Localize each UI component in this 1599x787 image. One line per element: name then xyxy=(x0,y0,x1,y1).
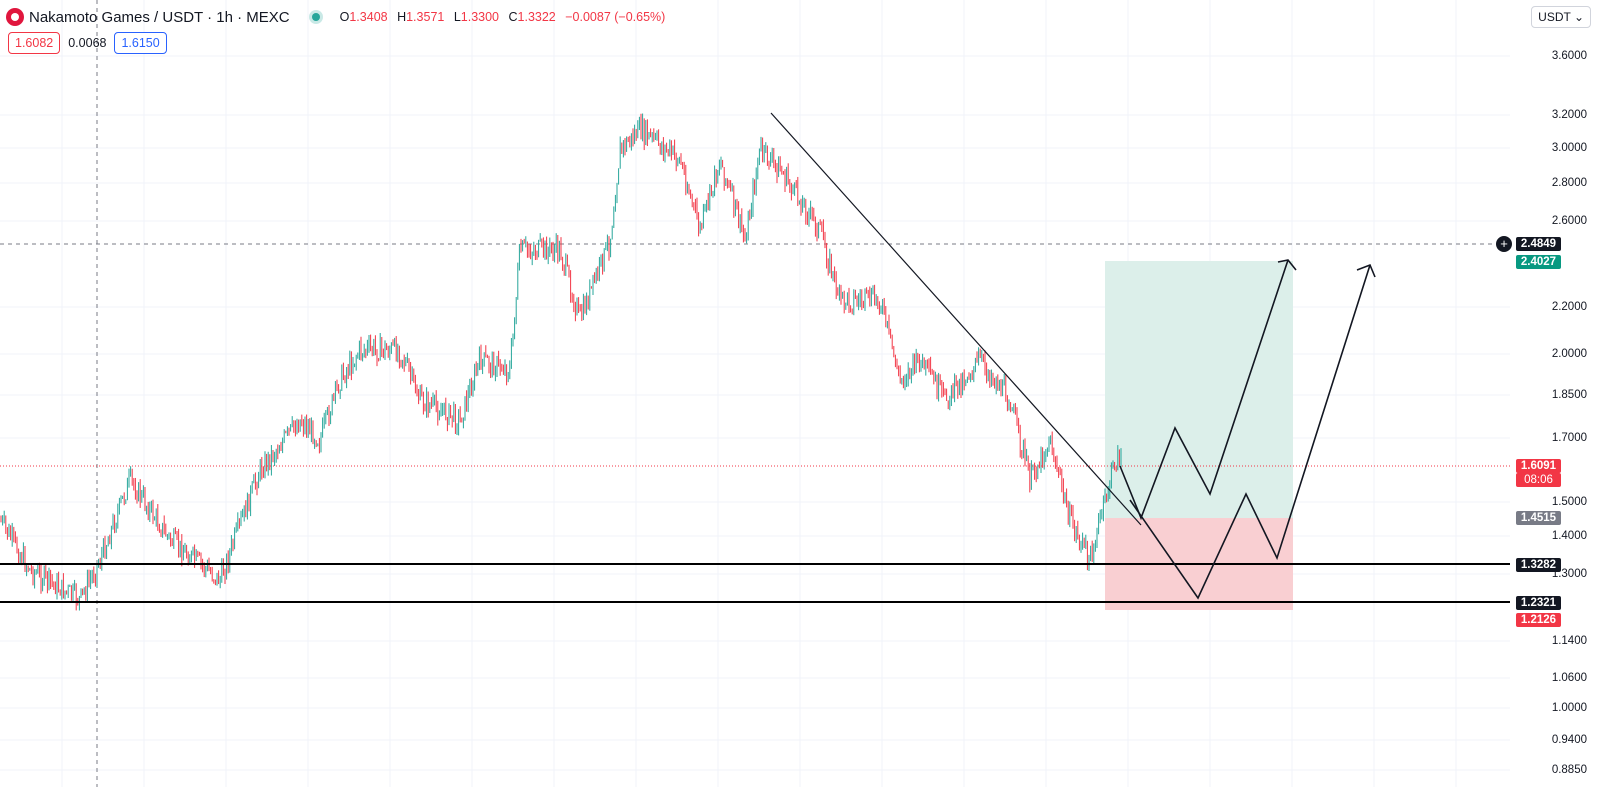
arrow-head-icon xyxy=(1356,263,1376,278)
axis-tick-label: 1.4000 xyxy=(1551,530,1587,542)
target-price-tag: 2.4027 xyxy=(1516,255,1561,269)
sell-button[interactable]: 1.6082 xyxy=(8,32,61,54)
candlestick-series xyxy=(0,113,1122,611)
stop-price-tag: 1.2126 xyxy=(1516,613,1561,627)
nakamoto-logo-icon xyxy=(6,8,24,26)
axis-tick-label: 2.6000 xyxy=(1551,215,1587,227)
support-2-tag: 1.2321 xyxy=(1516,596,1561,610)
axis-tick-label: 0.8850 xyxy=(1551,764,1587,776)
axis-tick-label: 1.7000 xyxy=(1551,432,1587,444)
axis-tick-label: 3.6000 xyxy=(1551,50,1587,62)
low-label: L xyxy=(453,10,461,24)
bar-countdown: 08:06 xyxy=(1516,473,1561,487)
arrow-head-icon xyxy=(1277,259,1297,271)
buy-button[interactable]: 1.6150 xyxy=(114,32,167,54)
crosshair-price-tag: 2.4849 xyxy=(1516,237,1561,251)
axis-tick-label: 2.0000 xyxy=(1551,348,1587,360)
close-value: 1.3322 xyxy=(517,10,556,24)
close-label: C xyxy=(508,10,518,24)
ohlc-values: O1.3408 H1.3571 L1.3300 C1.3322 −0.0087 … xyxy=(340,10,672,24)
open-label: O xyxy=(339,10,350,24)
market-open-dot-icon xyxy=(311,13,320,21)
symbol-title[interactable]: Nakamoto Games / USDT · 1h · MEXC xyxy=(29,8,290,26)
currency-selector[interactable]: USDT ⌄ xyxy=(1531,6,1591,28)
low-value: 1.3300 xyxy=(460,10,500,24)
support-1-tag: 1.3282 xyxy=(1516,558,1561,572)
downtrend-line[interactable] xyxy=(770,112,1142,526)
change-value: −0.0087 (−0.65%) xyxy=(565,10,666,24)
symbol-header: Nakamoto Games / USDT · 1h · MEXC O1.340… xyxy=(6,6,671,28)
axis-tick-label: 1.1400 xyxy=(1551,635,1587,647)
axis-tick-label: 1.0600 xyxy=(1551,672,1587,684)
high-label: H xyxy=(397,10,407,24)
spread-value: 0.0068 xyxy=(68,36,107,50)
axis-tick-label: 0.9400 xyxy=(1551,734,1587,746)
axis-tick-label: 1.0000 xyxy=(1551,702,1587,714)
bullish-path-arrow[interactable] xyxy=(1119,259,1289,521)
axis-tick-label: 2.2000 xyxy=(1551,301,1587,313)
axis-tick-label: 1.8500 xyxy=(1551,389,1587,401)
axis-tick-label: 2.8000 xyxy=(1551,177,1587,189)
chart-grid xyxy=(0,0,1510,787)
alternate-path-arrow[interactable] xyxy=(1129,264,1371,600)
profit-zone[interactable] xyxy=(1105,261,1293,518)
axis-tick-label: 1.5000 xyxy=(1551,496,1587,508)
quick-trade: 1.6082 0.0068 1.6150 xyxy=(8,32,167,54)
current-price-tag: 1.6091 xyxy=(1516,459,1561,473)
axis-tick-label: 3.2000 xyxy=(1551,109,1587,121)
entry-price-tag: 1.4515 xyxy=(1516,511,1561,525)
plus-circle-icon[interactable]: + xyxy=(1496,236,1512,252)
open-value: 1.3408 xyxy=(349,10,388,24)
axis-tick-label: 3.0000 xyxy=(1551,142,1587,154)
high-value: 1.3571 xyxy=(406,10,445,24)
